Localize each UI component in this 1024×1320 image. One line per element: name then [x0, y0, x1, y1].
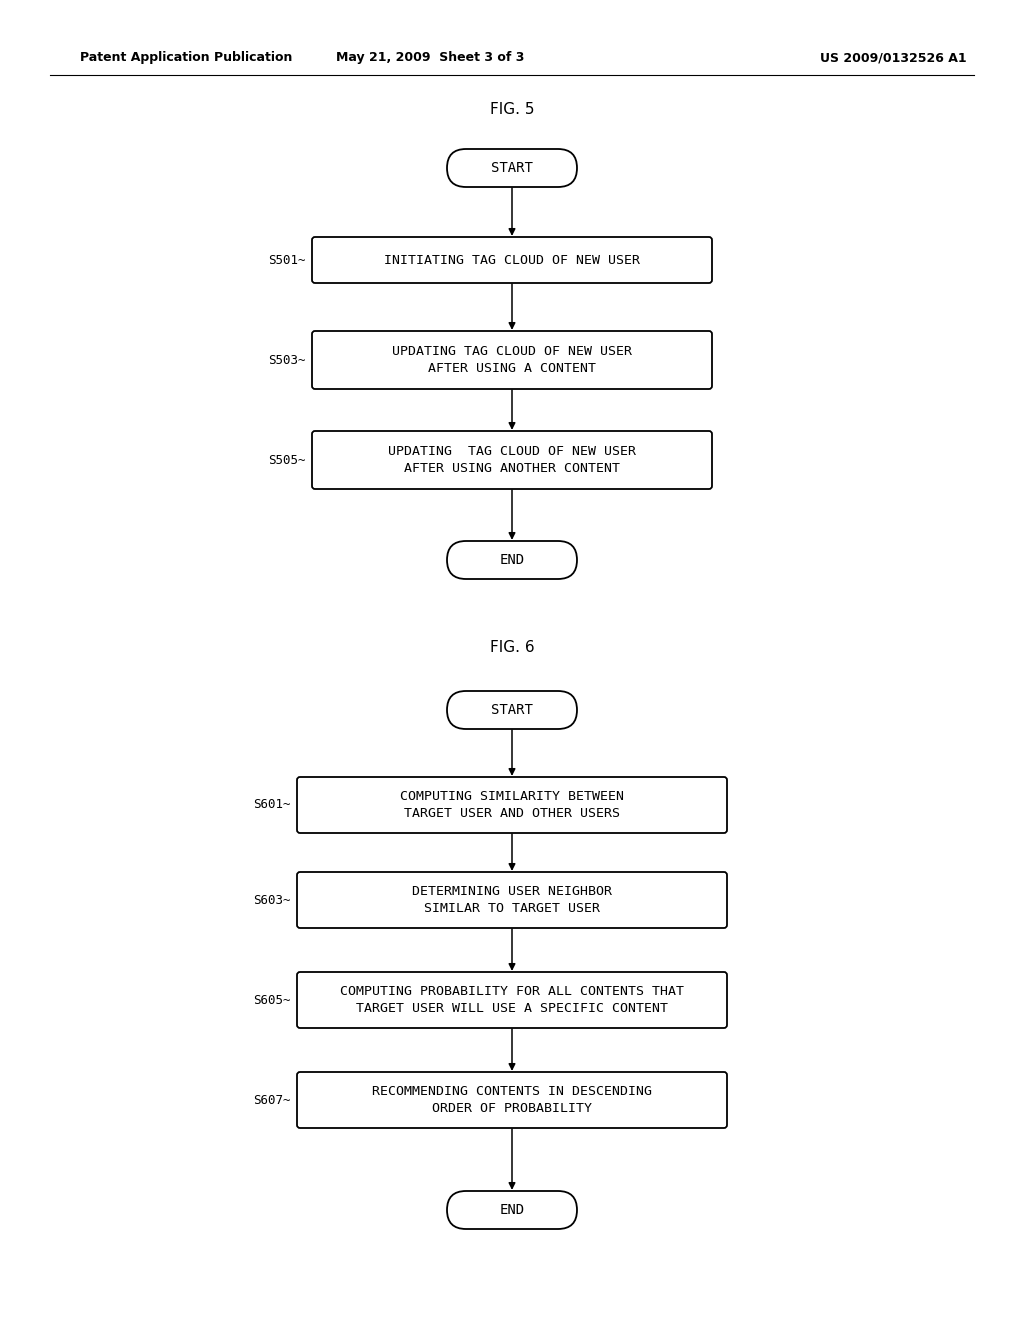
FancyBboxPatch shape [447, 149, 577, 187]
Text: FIG. 6: FIG. 6 [489, 640, 535, 656]
Text: COMPUTING PROBABILITY FOR ALL CONTENTS THAT
TARGET USER WILL USE A SPECIFIC CONT: COMPUTING PROBABILITY FOR ALL CONTENTS T… [340, 985, 684, 1015]
Text: S503~: S503~ [268, 354, 306, 367]
FancyBboxPatch shape [312, 432, 712, 488]
FancyBboxPatch shape [297, 1072, 727, 1129]
Text: S601~: S601~ [254, 799, 291, 812]
Text: RECOMMENDING CONTENTS IN DESCENDING
ORDER OF PROBABILITY: RECOMMENDING CONTENTS IN DESCENDING ORDE… [372, 1085, 652, 1115]
FancyBboxPatch shape [297, 777, 727, 833]
FancyBboxPatch shape [312, 238, 712, 282]
FancyBboxPatch shape [297, 972, 727, 1028]
Text: S501~: S501~ [268, 253, 306, 267]
Text: May 21, 2009  Sheet 3 of 3: May 21, 2009 Sheet 3 of 3 [336, 51, 524, 65]
Text: INITIATING TAG CLOUD OF NEW USER: INITIATING TAG CLOUD OF NEW USER [384, 253, 640, 267]
Text: DETERMINING USER NEIGHBOR
SIMILAR TO TARGET USER: DETERMINING USER NEIGHBOR SIMILAR TO TAR… [412, 884, 612, 915]
Text: S603~: S603~ [254, 894, 291, 907]
Text: S607~: S607~ [254, 1093, 291, 1106]
FancyBboxPatch shape [447, 541, 577, 579]
Text: S605~: S605~ [254, 994, 291, 1006]
Text: START: START [492, 704, 532, 717]
Text: US 2009/0132526 A1: US 2009/0132526 A1 [820, 51, 967, 65]
Text: FIG. 5: FIG. 5 [489, 103, 535, 117]
Text: S505~: S505~ [268, 454, 306, 466]
Text: UPDATING  TAG CLOUD OF NEW USER
AFTER USING ANOTHER CONTENT: UPDATING TAG CLOUD OF NEW USER AFTER USI… [388, 445, 636, 475]
FancyBboxPatch shape [312, 331, 712, 389]
Text: Patent Application Publication: Patent Application Publication [80, 51, 293, 65]
Text: END: END [500, 1203, 524, 1217]
FancyBboxPatch shape [297, 873, 727, 928]
Text: COMPUTING SIMILARITY BETWEEN
TARGET USER AND OTHER USERS: COMPUTING SIMILARITY BETWEEN TARGET USER… [400, 789, 624, 820]
Text: END: END [500, 553, 524, 568]
FancyBboxPatch shape [447, 1191, 577, 1229]
Text: UPDATING TAG CLOUD OF NEW USER
AFTER USING A CONTENT: UPDATING TAG CLOUD OF NEW USER AFTER USI… [392, 345, 632, 375]
FancyBboxPatch shape [447, 690, 577, 729]
Text: START: START [492, 161, 532, 176]
